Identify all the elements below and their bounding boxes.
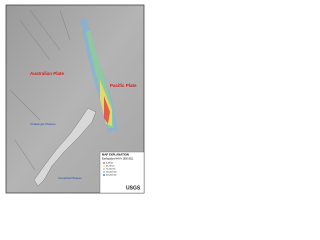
logo: USGS xyxy=(126,185,141,191)
ridges xyxy=(9,9,71,171)
legend: MAP EXPLANATION Earthquakes M4.0+ 1900-2… xyxy=(99,151,145,194)
feature-label: Campbell Plateau xyxy=(58,176,82,180)
legend-item: 0-33 km xyxy=(106,163,114,165)
legend-item: 33-70 km xyxy=(106,166,115,168)
seismic-band xyxy=(80,18,118,132)
new-zealand xyxy=(33,107,97,187)
legend-item: 70-150 km xyxy=(106,169,116,171)
plate-label: Pacific Plate xyxy=(110,83,137,88)
plate-label: Australian Plate xyxy=(30,71,65,76)
legend-subtitle: Earthquakes M4.0+ 1900-2011 xyxy=(102,158,134,161)
feature-label: Challenger Plateau xyxy=(30,122,56,126)
map: Australian Plate Pacific Plate Challenge… xyxy=(0,0,149,198)
legend-item: 300-500 km xyxy=(106,175,117,177)
legend-item: 150-300 km xyxy=(106,172,117,174)
legend-title: MAP EXPLANATION xyxy=(102,153,129,157)
